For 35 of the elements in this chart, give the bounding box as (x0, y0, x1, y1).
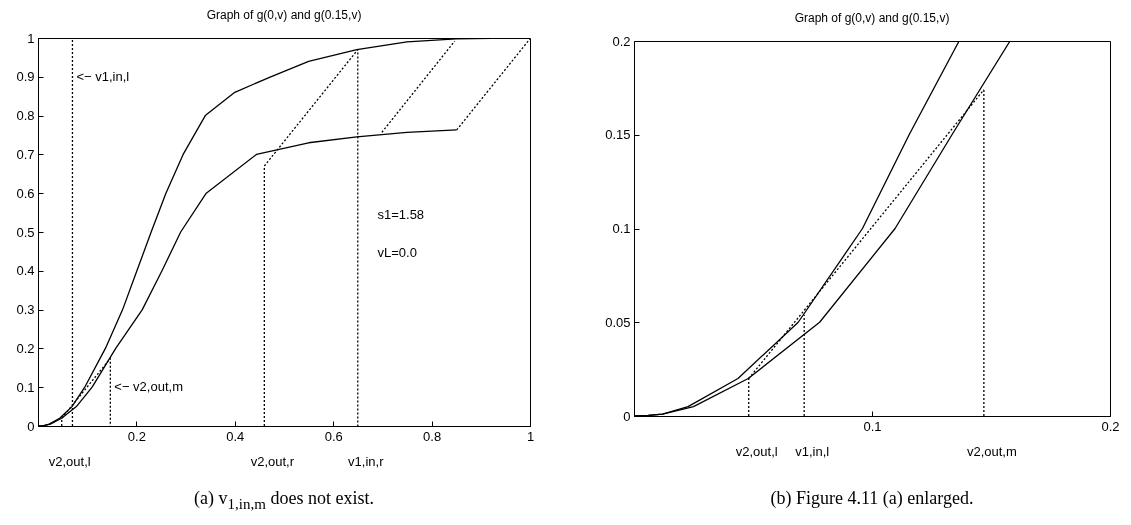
annotation: s1=1.58 (377, 206, 425, 222)
x-axis-title: (b) Figure 4.11 (a) enlarged. (769, 488, 975, 509)
annotation: v2,out,l (48, 454, 91, 469)
annotation: vL=0.0 (377, 245, 417, 261)
chart-title: Graph of g(0,v) and g(0.15,v) (206, 8, 362, 22)
y-tick-label: 0.9 (16, 69, 35, 85)
y-tick-label: 0.6 (16, 185, 35, 201)
y-tick-label: 0.8 (16, 108, 35, 124)
y-tick-label: 0.2 (612, 33, 631, 49)
annotation: v2,out,r (250, 454, 295, 469)
x-tick-label: 1 (526, 428, 535, 444)
annotation: <− v1,in,l (76, 68, 130, 84)
x-tick-label: 0.2 (127, 428, 146, 444)
y-tick-label: 0.3 (16, 302, 35, 318)
annotation: <− v2,out,m (114, 379, 183, 395)
y-tick-label: 0.1 (16, 379, 35, 395)
annotation: v1,in,r (348, 454, 385, 469)
y-tick-label: 0.2 (16, 340, 35, 356)
x-tick-label: 0.4 (226, 428, 245, 444)
x-tick-label: 0.6 (324, 428, 343, 444)
annotation: v1,in,l (795, 444, 830, 459)
y-tick-label: 0.5 (16, 224, 35, 240)
y-tick-label: 0.4 (16, 263, 35, 279)
y-tick-label: 1 (27, 30, 35, 46)
y-tick-label: 0.05 (605, 314, 631, 330)
x-axis-title: (a) v$_{1,in,m}$ does not exist. (193, 488, 375, 513)
y-tick-label: 0 (623, 408, 631, 424)
y-tick-label: 0 (27, 418, 35, 434)
y-tick-label: 0.7 (16, 146, 35, 162)
y-tick-label: 0.15 (605, 127, 631, 143)
y-tick-label: 0.1 (612, 221, 631, 236)
annotation: v2,out,l (735, 444, 778, 459)
x-tick-label: 0.8 (423, 428, 442, 444)
annotation: v2,out,m (966, 444, 1017, 459)
chart-title: Graph of g(0,v) and g(0.15,v) (794, 11, 950, 25)
